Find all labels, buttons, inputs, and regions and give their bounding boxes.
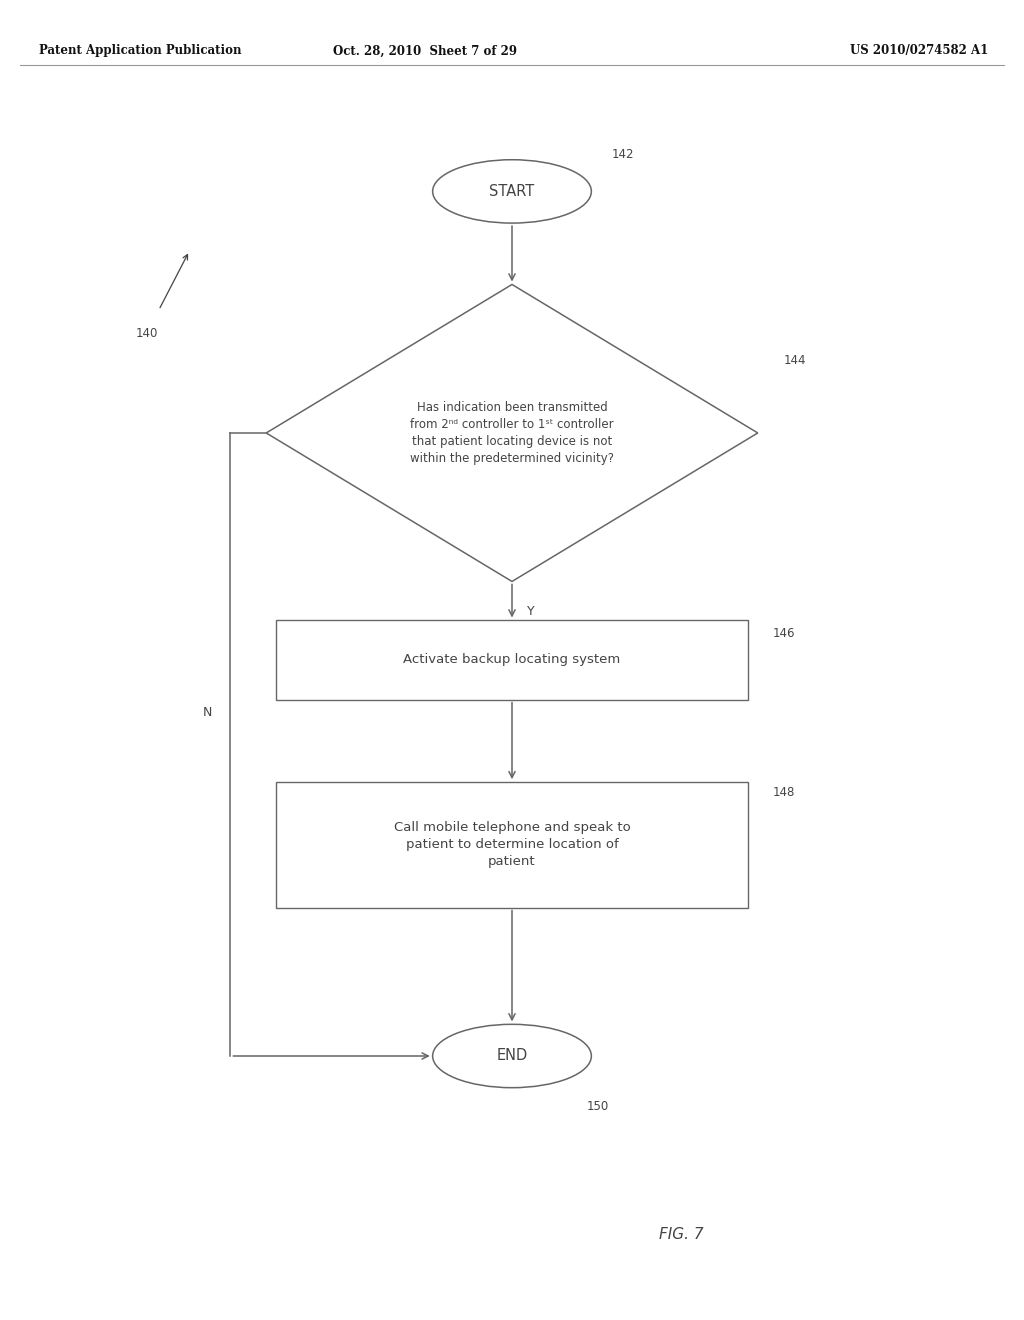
Text: 146: 146 (773, 627, 796, 640)
Text: 142: 142 (612, 148, 634, 161)
Text: END: END (497, 1048, 527, 1064)
Text: 148: 148 (773, 785, 796, 799)
Text: 144: 144 (783, 354, 806, 367)
Text: START: START (489, 183, 535, 199)
Text: Activate backup locating system: Activate backup locating system (403, 653, 621, 667)
Text: 140: 140 (135, 327, 158, 341)
Text: Oct. 28, 2010  Sheet 7 of 29: Oct. 28, 2010 Sheet 7 of 29 (333, 45, 517, 57)
Text: US 2010/0274582 A1: US 2010/0274582 A1 (850, 45, 988, 57)
Text: Y: Y (526, 605, 535, 618)
Text: N: N (203, 706, 213, 719)
Text: Patent Application Publication: Patent Application Publication (39, 45, 242, 57)
Bar (276, 781, 748, 908)
Text: Call mobile telephone and speak to
patient to determine location of
patient: Call mobile telephone and speak to patie… (393, 821, 631, 869)
Text: Has indication been transmitted
from 2ⁿᵈ controller to 1ˢᵗ controller
that patie: Has indication been transmitted from 2ⁿᵈ… (410, 401, 614, 465)
Bar (276, 620, 748, 700)
Text: FIG. 7: FIG. 7 (658, 1226, 703, 1242)
Text: 150: 150 (586, 1100, 608, 1113)
